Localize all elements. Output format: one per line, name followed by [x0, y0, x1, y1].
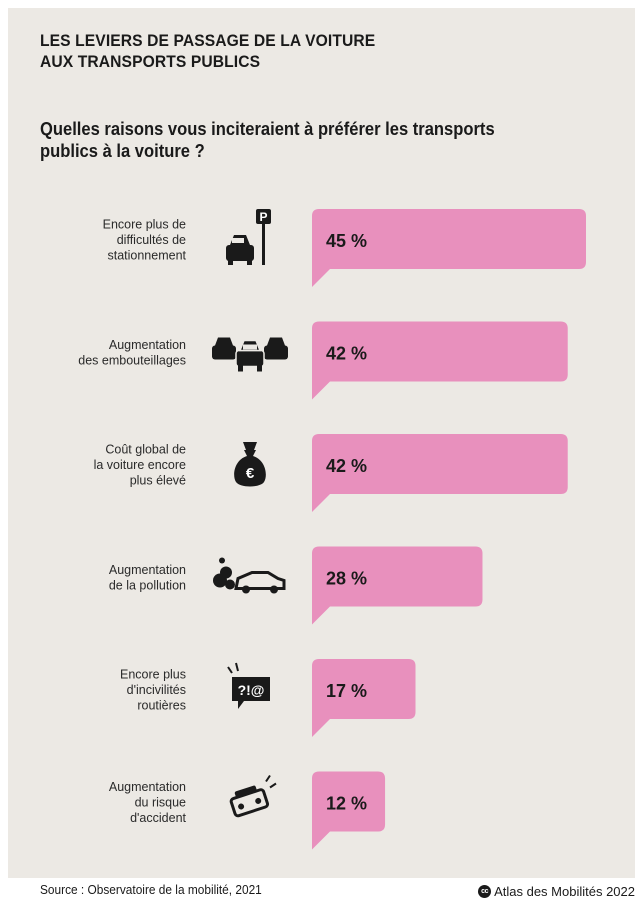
value-label: 45 %	[326, 231, 367, 251]
category-label: Encore plus de difficultés de stationnemen…	[103, 218, 187, 263]
bar	[312, 659, 416, 737]
svg-text:€: €	[246, 465, 255, 482]
value-label: 42 %	[326, 456, 367, 476]
car-accident-icon	[229, 774, 277, 818]
credit-text: Atlas des Mobilités 2022	[494, 884, 635, 899]
bar-row: 12 % Augmentation du risque d'accident	[109, 771, 386, 850]
traffic-jam-icon	[212, 337, 288, 372]
bar	[312, 771, 386, 850]
money-bag-euro-icon: €	[234, 442, 266, 487]
question-line: publics à la voiture ?	[40, 141, 205, 161]
chart-question: Quelles raisons vous inciteraient à préf…	[40, 118, 592, 162]
car-pollution-icon	[213, 557, 286, 594]
credit: cc Atlas des Mobilités 2022	[478, 884, 635, 899]
chart-title: LES LEVIERS DE PASSAGE DE LA VOITURE AUX…	[40, 30, 555, 72]
bar-row: 45 % Encore plus de difficultés de stationn…	[103, 209, 586, 287]
angry-speech-bubble-icon: ?!@	[227, 662, 270, 709]
bar	[312, 321, 568, 400]
value-label: 12 %	[326, 794, 367, 814]
bar-row: 17 % Encore plus d'incivilités routières ?!@	[120, 659, 416, 737]
category-label: Augmentation du risque d'accident	[109, 780, 187, 825]
category-label: Encore plus d'incivilités routières	[120, 668, 186, 713]
title-line: LES LEVIERS DE PASSAGE DE LA VOITURE	[40, 31, 376, 50]
creative-commons-icon: cc	[478, 885, 492, 898]
value-label: 28 %	[326, 569, 367, 589]
bar	[312, 209, 586, 287]
parking-car-icon: P	[226, 209, 271, 265]
bar	[312, 546, 483, 625]
source-note: Source : Observatoire de la mobilité, 20…	[40, 883, 262, 897]
bar-row: 28 % Augmentation de la pollution	[109, 546, 483, 625]
bar-row: 42 % Augmentation des embouteillages	[78, 321, 568, 400]
svg-text:P: P	[259, 210, 267, 224]
question-line: Quelles raisons vous inciteraient à préf…	[40, 119, 495, 139]
category-label: Augmentation de la pollution	[109, 563, 186, 593]
title-line: AUX TRANSPORTS PUBLICS	[40, 52, 261, 71]
svg-text:?!@: ?!@	[238, 682, 265, 698]
category-label: Coût global de la voiture encore plus élev…	[94, 443, 186, 488]
bar-row: 42 % Coût global de la voiture encore plus …	[94, 434, 568, 512]
value-label: 42 %	[326, 344, 367, 364]
bar	[312, 434, 568, 512]
category-label: Augmentation des embouteillages	[78, 338, 186, 368]
value-label: 17 %	[326, 681, 367, 701]
